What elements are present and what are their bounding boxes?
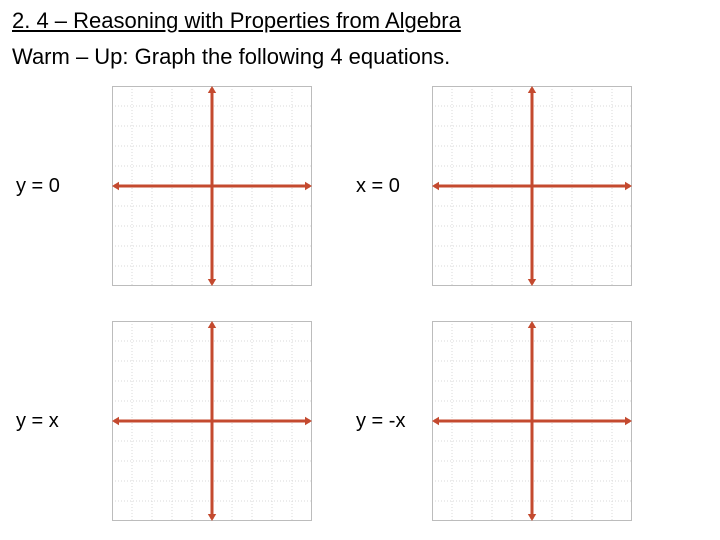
- equation-label-4: y = -x: [352, 410, 432, 433]
- equation-label-2: x = 0: [352, 175, 432, 198]
- graph-container-1: [112, 86, 352, 286]
- graph-3: [112, 321, 312, 521]
- graph-container-2: [432, 86, 672, 286]
- graph-2: [432, 86, 632, 286]
- page-subtitle: Warm – Up: Graph the following 4 equatio…: [12, 44, 708, 70]
- page-title: 2. 4 – Reasoning with Properties from Al…: [12, 8, 708, 34]
- graph-4: [432, 321, 632, 521]
- graph-container-3: [112, 321, 352, 521]
- equation-label-1: y = 0: [12, 175, 112, 198]
- graph-container-4: [432, 321, 672, 521]
- equation-label-3: y = x: [12, 410, 112, 433]
- graphs-grid: y = 0 x = 0 y = x y = -x: [12, 86, 708, 536]
- graph-1: [112, 86, 312, 286]
